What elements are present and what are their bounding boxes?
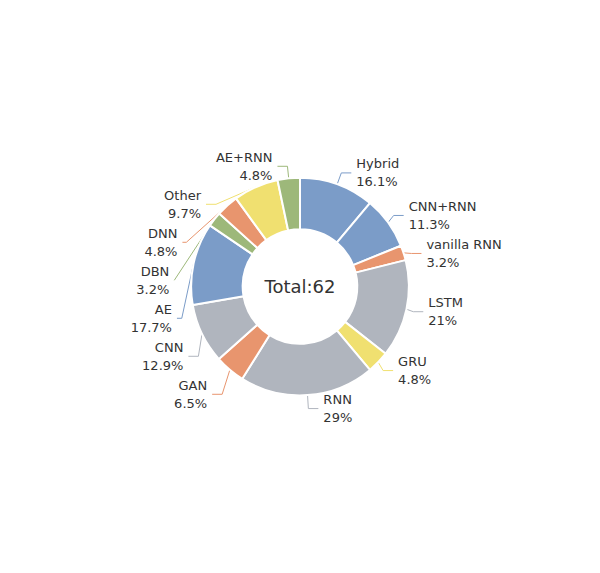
svg-text:DBN: DBN xyxy=(141,264,170,279)
svg-text:4.8%: 4.8% xyxy=(144,244,177,259)
svg-text:AE: AE xyxy=(155,302,172,317)
svg-text:4.8%: 4.8% xyxy=(398,372,431,387)
svg-text:6.5%: 6.5% xyxy=(174,396,207,411)
svg-text:3.2%: 3.2% xyxy=(426,255,459,270)
svg-text:CNN+RNN: CNN+RNN xyxy=(409,199,477,214)
svg-text:Other: Other xyxy=(164,188,202,203)
svg-text:11.3%: 11.3% xyxy=(409,217,450,232)
svg-text:RNN: RNN xyxy=(323,392,351,407)
svg-text:9.7%: 9.7% xyxy=(168,206,201,221)
svg-text:vanilla RNN: vanilla RNN xyxy=(426,237,501,252)
svg-text:17.7%: 17.7% xyxy=(131,320,172,335)
svg-text:12.9%: 12.9% xyxy=(142,358,183,373)
svg-text:Hybrid: Hybrid xyxy=(356,156,399,171)
svg-text:AE+RNN: AE+RNN xyxy=(216,150,272,165)
svg-text:21%: 21% xyxy=(428,313,457,328)
svg-text:DNN: DNN xyxy=(148,226,177,241)
svg-text:29%: 29% xyxy=(323,410,352,425)
svg-text:GRU: GRU xyxy=(398,354,427,369)
svg-text:4.8%: 4.8% xyxy=(239,168,272,183)
svg-text:LSTM: LSTM xyxy=(428,295,463,310)
svg-text:3.2%: 3.2% xyxy=(136,282,169,297)
svg-text:GAN: GAN xyxy=(178,378,207,393)
svg-text:16.1%: 16.1% xyxy=(356,174,397,189)
svg-text:Total:62: Total:62 xyxy=(263,276,335,297)
svg-text:CNN: CNN xyxy=(155,340,184,355)
